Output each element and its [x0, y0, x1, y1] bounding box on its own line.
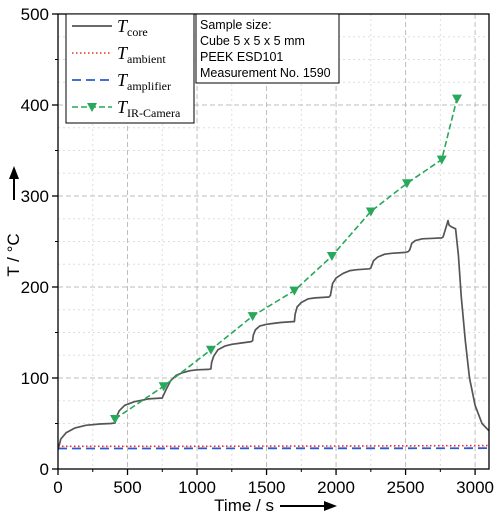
ir-data-point	[326, 252, 337, 262]
x-tick-label: 2000	[317, 478, 355, 497]
x-axis-label: Time / s	[214, 496, 274, 515]
ir-data-point	[247, 312, 258, 322]
y-tick-label: 0	[40, 460, 49, 479]
ir-data-point	[110, 414, 121, 424]
ir-data-point	[158, 382, 169, 392]
y-axis-arrow	[9, 166, 19, 200]
series-line-ir	[114, 98, 458, 420]
info-box-frame	[195, 13, 340, 84]
ir-data-point	[205, 345, 216, 355]
x-tick-label: 500	[113, 478, 141, 497]
y-tick-label: 100	[21, 369, 49, 388]
legend-subscript-ambient: ambient	[127, 52, 166, 66]
y-tick-label: 300	[21, 187, 49, 206]
x-tick-label: 2500	[387, 478, 425, 497]
ir-data-point	[436, 155, 447, 165]
legend-box	[65, 13, 195, 124]
axis-ticks: 0 500 1000 1500 2000 2500 3000 0 100 200 300 400 500	[21, 5, 494, 497]
ir-data-point	[365, 207, 376, 217]
x-tick-label: 3000	[456, 478, 494, 497]
y-tick-label: 400	[21, 96, 49, 115]
legend-subscript-amplifier: amplifier	[127, 79, 171, 93]
x-tick-label: 1000	[178, 478, 216, 497]
y-tick-label: 500	[21, 5, 49, 24]
x-tick-label: 1500	[248, 478, 286, 497]
series-line-ambient	[58, 444, 489, 448]
x-tick-label: 0	[53, 478, 62, 497]
legend-subscript-core: core	[127, 25, 148, 39]
y-axis-label: T / °C	[4, 233, 23, 276]
info-box: Sample size: Cube 5 x 5 x 5 mm PEEK ESD1…	[195, 13, 340, 84]
y-tick-label: 200	[21, 278, 49, 297]
legend-subscript-ir: IR-Camera	[127, 106, 181, 120]
legend-marker-ir	[87, 103, 97, 112]
x-axis-arrow	[280, 501, 337, 511]
info-line-3: PEEK ESD101	[200, 50, 283, 64]
info-line-2: Cube 5 x 5 x 5 mm	[200, 34, 305, 48]
series-layer	[58, 94, 489, 451]
info-line-1: Sample size:	[200, 18, 272, 32]
ir-data-point	[289, 286, 300, 296]
ir-data-point	[401, 179, 412, 189]
ir-data-point	[452, 94, 463, 104]
info-line-4: Measurement No. 1590	[200, 66, 331, 80]
series-line-core	[58, 219, 489, 451]
